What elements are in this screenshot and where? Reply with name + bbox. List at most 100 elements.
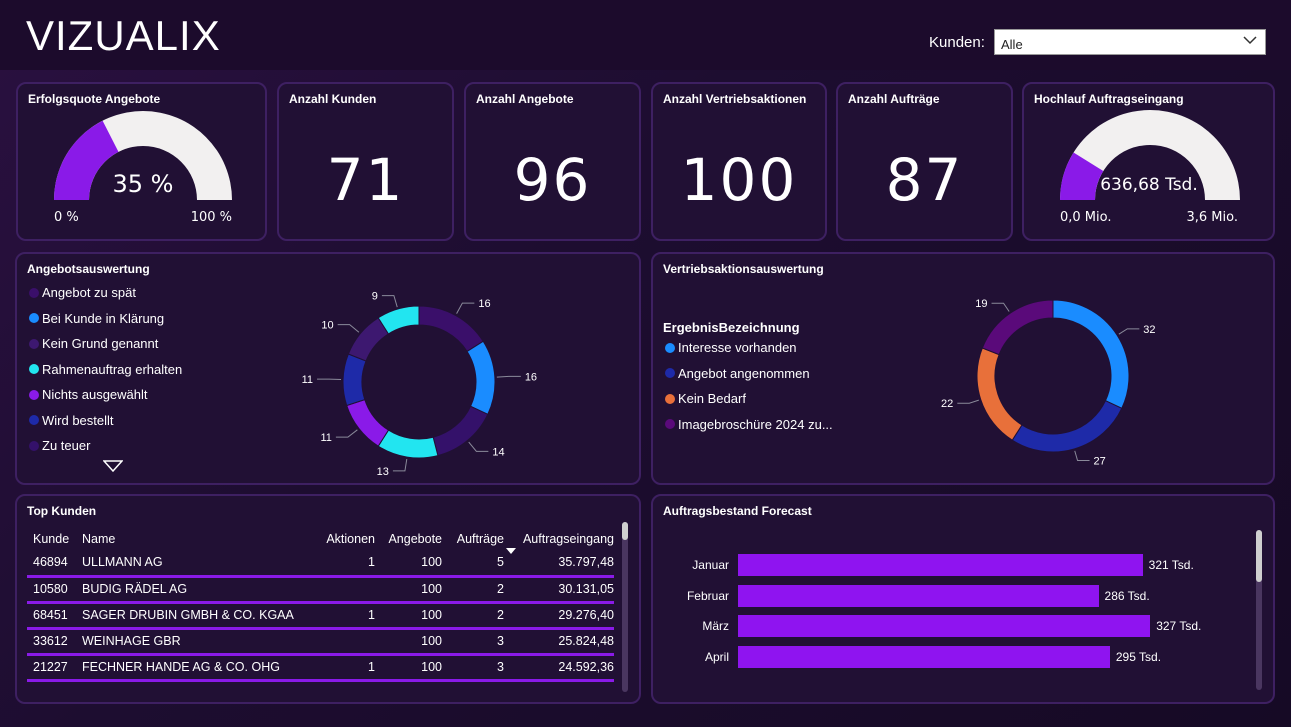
card-top-customers[interactable]: Top Kunden Kunde Name Aktionen Angebote … xyxy=(15,494,641,704)
donut-slice[interactable] xyxy=(1052,299,1130,410)
column-header[interactable]: Aktionen xyxy=(326,532,375,546)
table-row[interactable]: 33612 WEINHAGE GBR 100 3 25.824,48 xyxy=(27,628,614,656)
table-cell: 2 xyxy=(442,602,504,630)
table-row[interactable]: 21227 FECHNER HANDE AG & CO. OHG 1 100 3 24.5… xyxy=(27,654,614,682)
forecast-bar[interactable] xyxy=(738,584,1099,607)
donut-slice[interactable] xyxy=(346,398,390,447)
card-sales-analysis[interactable]: Vertriebsaktionsauswertung ErgebnisBezei… xyxy=(651,252,1275,485)
card-title: Anzahl Angebote xyxy=(476,92,574,106)
gauge-min-label: 0,0 Mio. xyxy=(1060,210,1112,225)
sales-legend-item[interactable]: Angebot angenommen xyxy=(665,366,810,381)
card-title: Hochlauf Auftragseingang xyxy=(1034,92,1184,106)
table-row[interactable]: 46894 ULLMANN AG 1 100 5 35.797,48 xyxy=(27,550,614,578)
gauge-max-label: 100 % xyxy=(191,210,232,225)
donut-slice[interactable] xyxy=(377,305,420,335)
donut-data-label: 11 xyxy=(302,374,313,386)
donut-slice[interactable] xyxy=(981,299,1054,356)
kpi-value: 71 xyxy=(326,146,405,214)
table-cell: 68451 xyxy=(27,602,82,630)
card-forecast[interactable]: Auftragsbestand Forecast Januar 321 Tsd. F… xyxy=(651,494,1275,704)
legend-label: Angebot zu spät xyxy=(42,285,136,300)
legend-label: Wird bestellt xyxy=(42,412,114,428)
sales-donut-chart: 32 27 22 19 xyxy=(941,298,1155,467)
bar-data-label: 286 Tsd. xyxy=(1104,588,1150,603)
offer-legend-item[interactable]: Wird bestellt xyxy=(29,413,114,428)
card-sales-action-count[interactable]: Anzahl Vertriebsaktionen 100 xyxy=(651,82,827,241)
donut-data-label: 32 xyxy=(1143,324,1155,336)
card-title: Anzahl Aufträge xyxy=(848,92,940,106)
forecast-bar[interactable] xyxy=(738,645,1110,668)
table-cell: 2 xyxy=(442,576,504,604)
column-header[interactable]: Name xyxy=(82,532,116,546)
table-cell: 30.131,05 xyxy=(504,576,614,604)
offer-legend-item[interactable]: Nichts ausgewählt xyxy=(29,387,148,402)
sales-legend-item[interactable]: Interesse vorhanden xyxy=(665,340,797,355)
column-header-label: Auftragseingang xyxy=(522,532,614,546)
donut-slice[interactable] xyxy=(976,347,1023,441)
donut-leader-line xyxy=(957,399,979,404)
card-offer-analysis[interactable]: Angebotsauswertung Angebot zu spät Bei Ku… xyxy=(15,252,641,485)
card-success-rate[interactable]: Erfolgsquote Angebote 35 % 0 % 100 % xyxy=(16,82,267,241)
donut-slice[interactable] xyxy=(466,340,496,416)
table-cell xyxy=(300,576,375,604)
card-title: Erfolgsquote Angebote xyxy=(28,92,161,106)
offer-legend-item[interactable]: Kein Grund genannt xyxy=(29,336,158,351)
legend-label: Rahmenauftrag erhalten xyxy=(42,361,183,377)
customer-filter-label: Kunden: xyxy=(929,34,985,51)
sales-legend-item[interactable]: Kein Bedarf xyxy=(665,391,746,406)
card-title: Anzahl Kunden xyxy=(289,92,377,106)
donut-slice[interactable] xyxy=(377,429,439,459)
sales-legend-item[interactable]: Imagebroschüre 2024 zu... xyxy=(665,417,833,432)
card-order-count[interactable]: Anzahl Aufträge 87 xyxy=(836,82,1013,241)
offer-legend-item[interactable]: Zu teuer xyxy=(29,438,90,453)
success-rate-gauge: 35 % 0 % 100 % xyxy=(54,111,232,225)
table-row[interactable]: 10580 BUDIG RÄDEL AG 100 2 30.131,05 xyxy=(27,576,614,604)
donut-leader-line xyxy=(1074,450,1090,462)
donut-data-label: 10 xyxy=(321,320,333,332)
chevron-down-icon xyxy=(1243,36,1257,45)
bar-category-label: Januar xyxy=(692,558,729,572)
table-cell: ULLMANN AG xyxy=(82,550,300,578)
offer-legend-item[interactable]: Bei Kunde in Klärung xyxy=(29,311,164,326)
donut-slice[interactable] xyxy=(342,353,367,407)
card-title: Auftragsbestand Forecast xyxy=(663,504,812,518)
kpi-value: 87 xyxy=(885,146,964,214)
column-header[interactable]: Kunde xyxy=(33,532,70,546)
forecast-bar[interactable] xyxy=(738,615,1151,637)
bar-data-label: 327 Tsd. xyxy=(1156,619,1202,633)
donut-data-label: 22 xyxy=(941,398,953,410)
gauge-max-label: 3,6 Mio. xyxy=(1187,210,1239,225)
table-cell: FECHNER HANDE AG & CO. OHG xyxy=(82,654,300,682)
card-title: Top Kunden xyxy=(27,504,97,518)
donut-data-label: 19 xyxy=(975,298,987,310)
column-header[interactable]: Aufträge xyxy=(456,532,504,546)
legend-dot-icon xyxy=(29,389,39,400)
offer-legend-item[interactable]: Rahmenauftrag erhalten xyxy=(29,362,182,377)
table-cell: 100 xyxy=(375,628,442,656)
forecast-bar[interactable] xyxy=(738,554,1143,576)
table-scrollbar-track[interactable] xyxy=(622,522,628,692)
table-scrollbar-thumb[interactable] xyxy=(622,522,628,540)
table-row[interactable]: 68451 SAGER DRUBIN GMBH & CO. KGAA 1 100 2 29… xyxy=(27,602,614,630)
sort-desc-icon xyxy=(506,548,516,554)
table-cell: 3 xyxy=(442,628,504,656)
legend-dot-icon xyxy=(665,368,675,378)
donut-data-label: 9 xyxy=(372,291,378,303)
card-customer-count[interactable]: Anzahl Kunden 71 xyxy=(277,82,454,241)
column-header[interactable]: Angebote xyxy=(388,532,442,546)
column-header-sorted[interactable]: Auftragseingang xyxy=(504,528,614,554)
customer-filter-dropdown[interactable]: Alle xyxy=(994,29,1266,55)
donut-slice[interactable] xyxy=(432,405,489,457)
legend-scroll-down-icon[interactable] xyxy=(103,460,123,472)
table-cell xyxy=(300,628,375,656)
donut-data-label: 16 xyxy=(478,298,490,310)
chart-scrollbar-thumb[interactable] xyxy=(1256,530,1262,582)
donut-slice[interactable] xyxy=(1011,400,1123,453)
card-order-ramp[interactable]: Hochlauf Auftragseingang 636,68 Tsd. 0,0… xyxy=(1022,82,1275,241)
offer-legend-item[interactable]: Angebot zu spät xyxy=(29,285,136,300)
chart-scrollbar-track[interactable] xyxy=(1256,530,1262,690)
card-offer-count[interactable]: Anzahl Angebote 96 xyxy=(464,82,641,241)
top-customers-table: Kunde Name Aktionen Angebote Aufträge Au… xyxy=(27,528,614,682)
donut-slice[interactable] xyxy=(418,305,484,353)
table-cell: 3 xyxy=(442,654,504,682)
